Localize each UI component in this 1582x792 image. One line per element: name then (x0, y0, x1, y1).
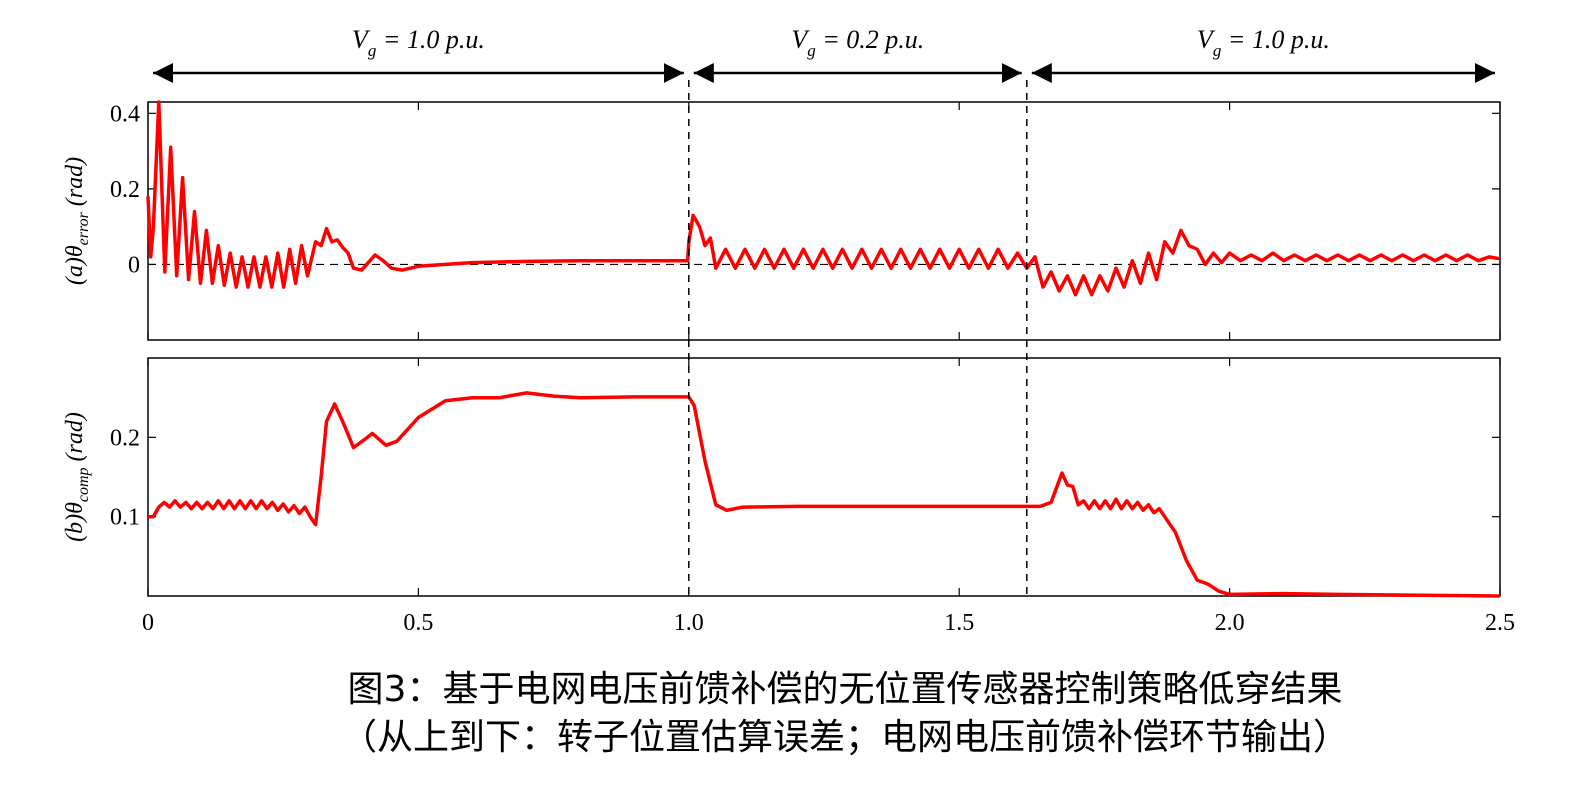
y-tick-label: 0 (128, 252, 140, 278)
x-tick-label: 1.5 (944, 610, 974, 636)
segment-text: = 0.2 p.u. (816, 25, 925, 54)
y-axis-label: (a)θerror (rad) (62, 157, 92, 285)
y-label-part: (rad) (62, 157, 88, 212)
segment-text: = 1.0 p.u. (376, 25, 485, 54)
caption-line: （从上到下：转子位置估算误差；电网电压前馈补偿环节输出） (340, 717, 1349, 758)
segment-subscript: g (368, 41, 377, 60)
y-label-part: (rad) (62, 412, 88, 467)
y-label-part: (a)θ (62, 245, 88, 285)
chart: 0 0.2 0.4 (a)θerror (rad) 0.1 0.2 0 0.5 1.0 1.5 2.… (62, 25, 1515, 636)
segment-text: = 1.0 p.u. (1221, 25, 1330, 54)
data-line (148, 391, 1501, 598)
segment-subscript: g (1213, 41, 1222, 60)
y-tick-label: 0.2 (110, 425, 140, 451)
segment-label: Vg = 0.2 p.u. (791, 25, 924, 60)
x-tick-label: 0 (142, 610, 154, 636)
x-tick-label: 2.5 (1485, 610, 1515, 636)
y-label-subscript: comp (75, 467, 92, 502)
y-tick-label: 0.1 (110, 505, 140, 531)
segment-label: Vg = 1.0 p.u. (1197, 25, 1330, 60)
y-label-part: (b)θ (62, 502, 88, 542)
segment-subscript: g (807, 41, 816, 60)
y-tick-label: 0.2 (110, 177, 140, 203)
x-tick-label: 0.5 (403, 610, 433, 636)
plot-frame (147, 101, 1501, 341)
x-tick-label: 2.0 (1215, 610, 1245, 636)
segment-symbol: V (1197, 25, 1216, 54)
y-tick-label: 0.4 (110, 101, 140, 127)
segment-symbol: V (352, 25, 371, 54)
segment-label: Vg = 1.0 p.u. (352, 25, 485, 60)
x-tick-label: 1.0 (674, 610, 704, 636)
data-line (146, 100, 1501, 297)
y-axis-label: (b)θcomp (rad) (62, 412, 92, 542)
segment-symbol: V (791, 25, 810, 54)
y-label-subscript: error (75, 211, 92, 245)
plot-frame (147, 357, 1501, 597)
caption-line: 图3：基于电网电压前馈补偿的无位置传感器控制策略低穿结果 (347, 669, 1343, 710)
